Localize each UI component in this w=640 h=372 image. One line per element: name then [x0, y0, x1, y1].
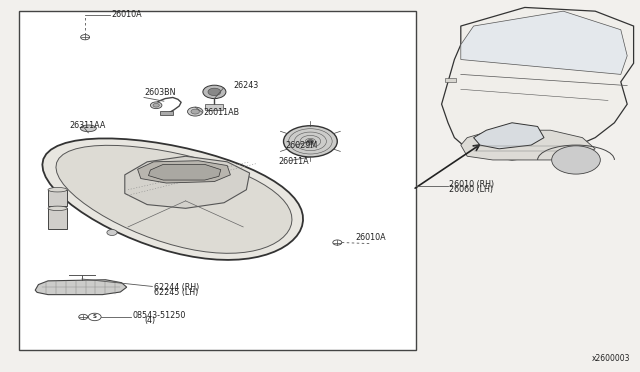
Text: 26029M: 26029M [285, 141, 317, 150]
Text: S: S [93, 314, 97, 320]
Circle shape [552, 146, 600, 174]
Circle shape [208, 88, 221, 96]
Polygon shape [461, 11, 627, 74]
Circle shape [81, 35, 90, 40]
Bar [48, 190, 67, 206]
Circle shape [333, 240, 342, 245]
Circle shape [153, 103, 159, 107]
Ellipse shape [48, 206, 67, 211]
Text: 62245 (LH): 62245 (LH) [154, 288, 198, 297]
Text: 26060 (LH): 26060 (LH) [449, 185, 493, 194]
Circle shape [203, 85, 226, 99]
Text: 2603BN: 2603BN [145, 88, 176, 97]
Text: 26010 (RH): 26010 (RH) [449, 180, 495, 189]
Polygon shape [461, 130, 595, 160]
Text: (4): (4) [144, 316, 155, 325]
Circle shape [191, 109, 200, 114]
Circle shape [188, 107, 203, 116]
Text: 26011AB: 26011AB [204, 108, 239, 117]
Bar [445, 78, 456, 82]
Bar [19, 11, 416, 350]
Text: 62244 (RH): 62244 (RH) [154, 283, 199, 292]
Polygon shape [125, 156, 250, 208]
Circle shape [88, 313, 101, 321]
Polygon shape [442, 7, 634, 160]
Text: 26010A: 26010A [355, 233, 386, 242]
Circle shape [79, 314, 88, 320]
Text: 08543-51250: 08543-51250 [132, 311, 186, 320]
Polygon shape [148, 164, 221, 180]
Text: 26010A: 26010A [111, 10, 142, 19]
Text: x2600003: x2600003 [592, 354, 630, 363]
Circle shape [150, 102, 162, 109]
Ellipse shape [81, 125, 97, 132]
Text: 26011A: 26011A [278, 157, 309, 166]
Bar [48, 208, 67, 229]
Polygon shape [42, 138, 303, 260]
Polygon shape [56, 145, 292, 253]
Bar [205, 104, 223, 110]
Circle shape [307, 140, 314, 143]
Text: 26243: 26243 [234, 81, 259, 90]
Polygon shape [35, 280, 127, 295]
Circle shape [284, 126, 337, 157]
Ellipse shape [48, 187, 67, 192]
Polygon shape [138, 161, 230, 183]
Bar [160, 111, 173, 115]
Text: 26311AA: 26311AA [69, 121, 106, 130]
Circle shape [107, 230, 117, 235]
Polygon shape [474, 123, 544, 149]
